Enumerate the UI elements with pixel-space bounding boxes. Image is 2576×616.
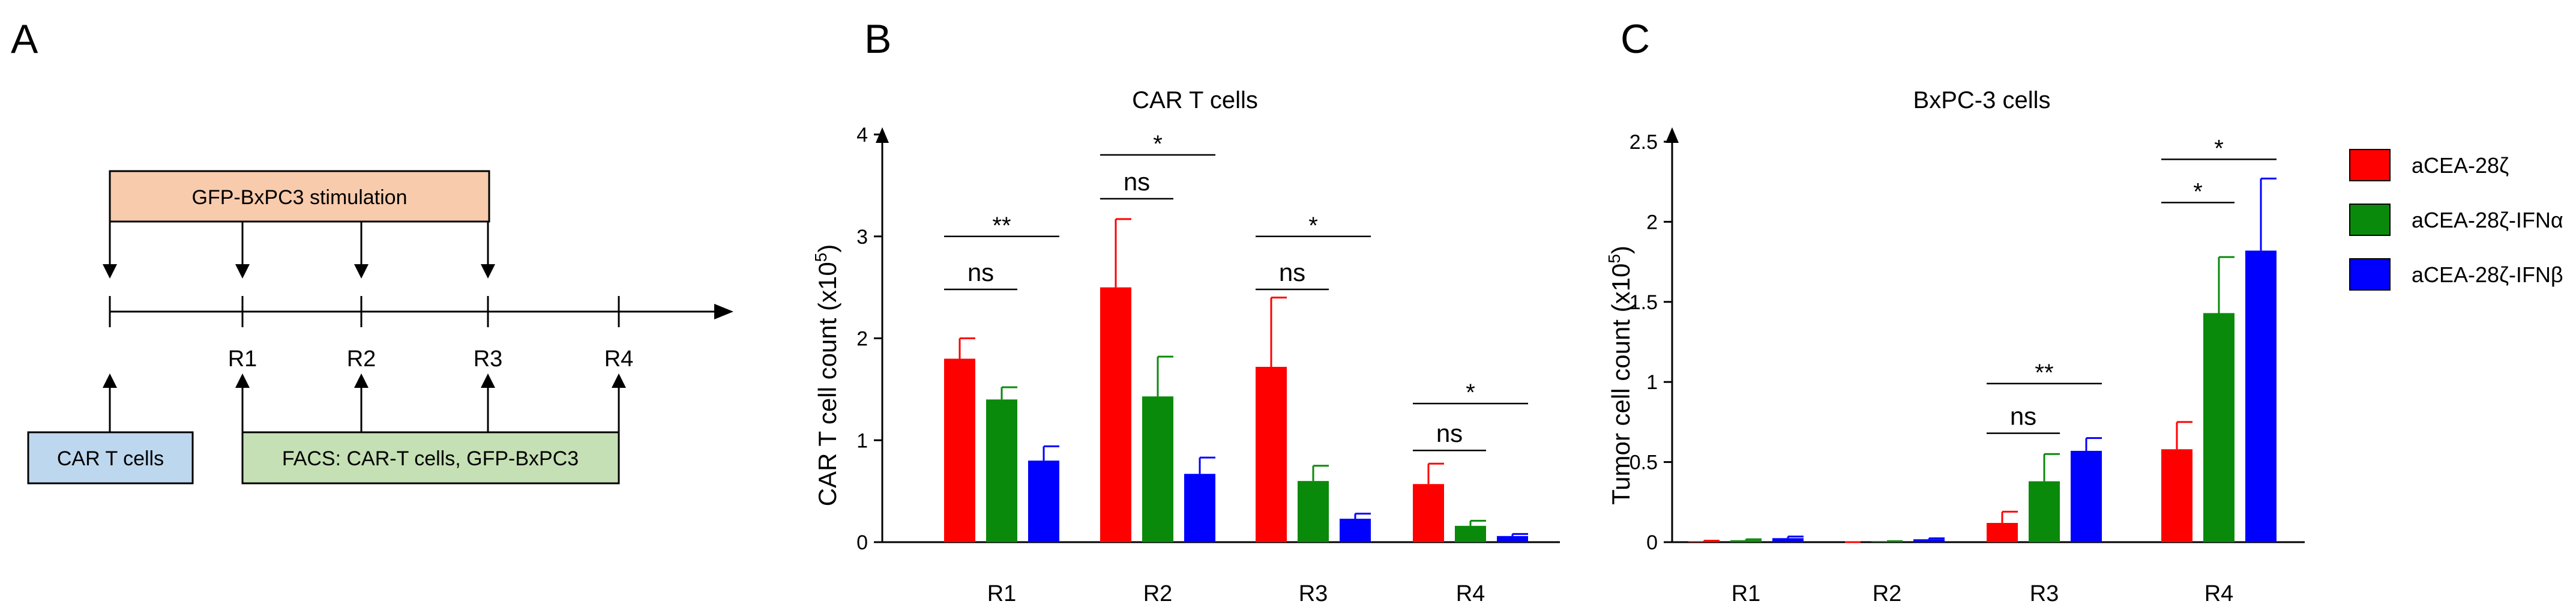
- chart-c-bar-acea-28z-ifna-r4: [2203, 313, 2234, 542]
- legend-label-acea-28z: aCEA-28ζ: [2412, 153, 2509, 178]
- chart-b-x-tick-label: R2: [1143, 581, 1173, 606]
- chart-c-significance-label: *: [2193, 178, 2203, 205]
- chart-c-bar-acea-28z-ifna-r1: [1730, 540, 1762, 542]
- legend-swatch-acea-28z: [2349, 149, 2391, 181]
- chart-c-y-tick-label: 1.5: [1630, 291, 1658, 314]
- chart-b-bar-acea-28z-ifna-r2: [1142, 396, 1173, 542]
- panel-a: A GFP-BxPC3 stimulation R1 R2 R3 R4: [11, 16, 733, 485]
- chart-c-bar-acea-28z-r4: [2161, 449, 2192, 542]
- chart-c-bar-acea-28z-ifnb-r2: [1913, 539, 1945, 542]
- chart-b-bar-acea-28z-r3: [1256, 367, 1287, 542]
- stimulation-box: [109, 170, 490, 223]
- chart-b-significance-label: ns: [1124, 168, 1150, 196]
- chart-c-y-tick-label: 2: [1646, 211, 1658, 234]
- legend-label-acea-28z-ifna: aCEA-28ζ-IFNα: [2412, 208, 2563, 232]
- chart-c-ylabel: Tumor cell count (x105): [1605, 246, 1635, 505]
- chart-b-bar-acea-28z-ifna-r4: [1455, 525, 1486, 542]
- chart-b-significance-label: ns: [1436, 419, 1463, 447]
- chart-b-bar-acea-28z-ifnb-r4: [1497, 536, 1528, 542]
- chart-c-title: BxPC-3 cells: [1913, 87, 2051, 113]
- chart-b-title: CAR T cells: [1132, 87, 1258, 113]
- panel-b-letter: B: [864, 16, 891, 62]
- chart-b-significance-label: ns: [1279, 258, 1305, 286]
- chart-b-y-tick-label: 4: [856, 124, 868, 146]
- chart-c-x-tick-label: R3: [2030, 581, 2059, 606]
- chart-b-y-tick-label: 1: [856, 429, 868, 452]
- chart-c-significance-label: **: [2035, 360, 2053, 386]
- up-arrows: [103, 373, 626, 432]
- facs-label: FACS: CAR-T cells, GFP-BxPC3: [282, 447, 579, 470]
- legend-swatch-acea-28z-ifna: [2349, 204, 2391, 236]
- chart-b-significance-label: **: [992, 213, 1011, 239]
- timeline-label-r1: R1: [228, 346, 257, 372]
- chart-c-y-tick-label: 2.5: [1630, 131, 1658, 154]
- chart-b-bar-acea-28z-ifnb-r1: [1028, 460, 1059, 542]
- chart-c-bar-acea-28z-ifnb-r4: [2245, 250, 2277, 542]
- chart-c-x-tick-label: R2: [1873, 581, 1902, 606]
- chart-c-significance-label: ns: [2010, 402, 2036, 430]
- panel-c: C BxPC-3 cells Tumor cell count (x105) 0…: [1605, 16, 2305, 606]
- stimulation-arrows: [103, 222, 495, 279]
- chart-c-y-axis-arrow: [1666, 127, 1679, 143]
- chart-b-y-tick-label: 3: [856, 226, 868, 249]
- chart-c-x-tick-label: R1: [1732, 581, 1761, 606]
- chart-b-ylabel: CAR T cell count (x105): [811, 244, 841, 507]
- chart-c-bar-acea-28z-ifna-r3: [2029, 481, 2060, 542]
- panel-a-letter: A: [11, 16, 38, 62]
- facs-box: [241, 431, 620, 485]
- stimulation-label: GFP-BxPC3 stimulation: [192, 186, 408, 209]
- chart-b-y-tick-label: 2: [856, 328, 868, 351]
- chart-c-y-tick-label: 0: [1646, 531, 1658, 554]
- chart-b-bar-acea-28z-ifnb-r3: [1340, 518, 1371, 542]
- legend-swatch-acea-28z-ifnb: [2349, 258, 2391, 291]
- chart-b-significance-label: *: [1308, 213, 1318, 239]
- chart-b-bar-acea-28z-r1: [944, 358, 975, 542]
- timeline-label-r2: R2: [347, 346, 376, 372]
- timeline-label-r4: R4: [604, 346, 634, 372]
- chart-b-bar-acea-28z-r4: [1413, 484, 1444, 542]
- chart-b-significance-label: *: [1466, 379, 1475, 406]
- chart-c-bar-acea-28z-ifnb-r1: [1772, 538, 1804, 542]
- chart-b-bar-acea-28z-ifnb-r2: [1184, 474, 1215, 542]
- chart-b-x-tick-label: R4: [1456, 581, 1485, 606]
- chart-c-y-tick-label: 0.5: [1630, 451, 1658, 474]
- car-t-cells-label: CAR T cells: [57, 447, 164, 470]
- chart-c-y-tick-label: 1: [1646, 371, 1658, 394]
- chart-c-bar-acea-28z-r3: [1987, 522, 2018, 542]
- car-t-cells-box: [27, 431, 194, 485]
- chart-b-significance-label: *: [1153, 131, 1163, 157]
- chart-b-x-tick-label: R1: [987, 581, 1017, 606]
- panel-c-letter: C: [1621, 16, 1650, 62]
- timeline: [109, 296, 733, 327]
- timeline-label-r3: R3: [474, 346, 503, 372]
- chart-c-bar-acea-28z-ifnb-r3: [2071, 450, 2102, 542]
- chart-b-significance-label: ns: [968, 258, 994, 286]
- chart-c-significance-label: *: [2214, 135, 2224, 162]
- chart-b-x-tick-label: R3: [1299, 581, 1328, 606]
- panel-b: B CAR T cells CAR T cell count (x105) 0 1…: [811, 16, 1560, 606]
- chart-c-x-tick-label: R4: [2204, 581, 2234, 606]
- chart-b-bar-acea-28z-ifna-r1: [986, 399, 1017, 542]
- chart-b-bar-acea-28z-r2: [1100, 287, 1131, 542]
- chart-b-y-tick-label: 0: [856, 531, 868, 554]
- legend-label-acea-28z-ifnb: aCEA-28ζ-IFNβ: [2412, 262, 2563, 287]
- chart-b-bar-acea-28z-ifna-r3: [1298, 481, 1329, 542]
- legend: aCEA-28ζ aCEA-28ζ-IFNα aCEA-28ζ-IFNβ: [2349, 149, 2563, 291]
